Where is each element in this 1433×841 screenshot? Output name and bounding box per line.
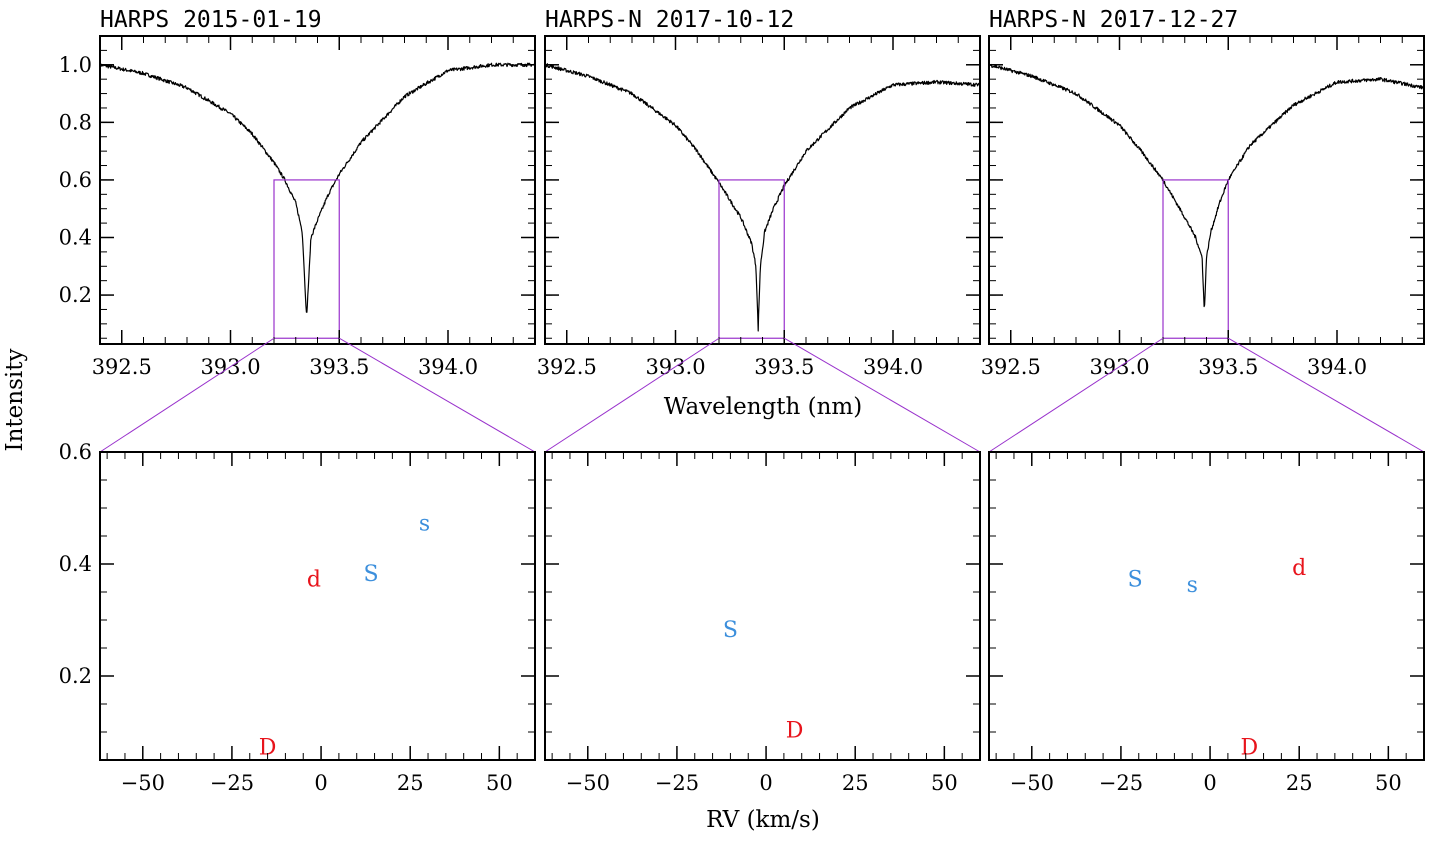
rv-panels: Dd Ss −50 −25 0 25 50 0.6 0.4 0.2 S D −50 −25 0 25 50 S s d… — [59, 440, 1425, 795]
panel-frame — [99, 451, 536, 761]
x-tick-label: 394.0 — [1307, 355, 1367, 379]
zoom-connector-left — [544, 337, 720, 453]
y-tick-label: 0.4 — [59, 225, 92, 249]
y-tick-label: 0.2 — [59, 283, 92, 307]
x-tick-label: −50 — [1010, 771, 1054, 795]
x-tick-label: 0 — [759, 771, 772, 795]
spectrum-line — [100, 62, 535, 313]
panel-frame — [99, 35, 536, 345]
panel-frame — [988, 451, 1425, 761]
x-tick-label: 394.0 — [863, 355, 923, 379]
y-tick-label: 0.6 — [59, 440, 92, 464]
component-label-S: S — [363, 562, 378, 587]
x-tick-label: 393.5 — [1198, 355, 1258, 379]
x-tick-label: 392.5 — [537, 355, 597, 379]
continuum-line — [989, 483, 1424, 521]
x-tick-label: −50 — [121, 771, 165, 795]
x-tick-label: 394.0 — [418, 355, 478, 379]
zoom-box — [273, 179, 340, 339]
component-D-line — [100, 458, 535, 676]
x-tick-label: 392.5 — [981, 355, 1041, 379]
x-tick-label: 393.5 — [754, 355, 814, 379]
y-tick-label: 0.6 — [59, 168, 92, 192]
plot-area — [545, 63, 980, 332]
component-label-S: S — [1128, 567, 1143, 592]
y-tick-label: 0.8 — [59, 110, 92, 134]
continuum-line — [100, 458, 535, 518]
component-label-S: S — [723, 618, 738, 643]
zoom-connector-right — [783, 337, 981, 453]
panel-title: HARPS 2015-01-19 — [100, 7, 322, 33]
y-tick-label: 0.4 — [59, 552, 92, 576]
x-tick-label: 392.5 — [92, 355, 152, 379]
zoom-connector-right — [1227, 337, 1425, 453]
x-tick-label: 25 — [1286, 771, 1313, 795]
observed-spectrum-line — [545, 478, 980, 734]
wavelength-panels: 392.5393.0393.5394.01.00.80.60.40.2HARPS… — [59, 7, 1425, 453]
spectrum-line — [545, 63, 980, 332]
panel-title: HARPS-N 2017-10-12 — [545, 7, 794, 33]
component-label-D: D — [1240, 735, 1258, 760]
plot-area — [989, 63, 1424, 308]
panel-1: S D −50 −25 0 25 50 — [544, 451, 981, 795]
x-tick-label: −25 — [655, 771, 699, 795]
y-tick-label: 0.2 — [59, 664, 92, 688]
panel-frame — [544, 451, 981, 761]
x-tick-label: 50 — [931, 771, 958, 795]
observed-spectrum-line — [989, 483, 1424, 707]
zoom-connector-left — [99, 337, 275, 453]
component-S-line — [545, 480, 980, 593]
zoom-connector-left — [988, 337, 1164, 453]
x-tick-label: 25 — [842, 771, 869, 795]
panel-0: Dd Ss −50 −25 0 25 50 0.6 0.4 0.2 — [59, 440, 536, 795]
x-tick-label: −25 — [210, 771, 254, 795]
component-label-d: d — [307, 567, 321, 592]
x-axis-label-wavelength: Wavelength (nm) — [664, 394, 862, 420]
component-label-s: s — [419, 511, 430, 536]
panel-0: 392.5393.0393.5394.01.00.80.60.40.2HARPS… — [59, 7, 536, 379]
plot-area — [545, 478, 980, 737]
component-label-D: D — [259, 735, 277, 760]
plot-area — [100, 62, 535, 313]
zoom-box — [1162, 179, 1229, 339]
component-S-line — [989, 483, 1424, 547]
x-tick-label: −50 — [566, 771, 610, 795]
panel-title: HARPS-N 2017-12-27 — [989, 7, 1238, 33]
zoom-box — [718, 179, 785, 339]
component-label-s: s — [1187, 573, 1198, 598]
y-axis-label: Intensity — [2, 349, 28, 452]
component-label-D: D — [786, 719, 804, 744]
component-D-line — [989, 483, 1424, 686]
zoom-connector-right — [338, 337, 536, 453]
x-tick-label: 50 — [1375, 771, 1402, 795]
x-axis-label-rv: RV (km/s) — [706, 807, 820, 833]
x-tick-label: 0 — [1203, 771, 1216, 795]
plot-area — [989, 483, 1424, 707]
x-tick-label: 0 — [314, 771, 327, 795]
total-fit-line — [989, 483, 1424, 702]
x-tick-label: 50 — [486, 771, 513, 795]
x-tick-label: 393.5 — [309, 355, 369, 379]
continuum-line — [545, 480, 980, 519]
x-tick-label: 25 — [397, 771, 424, 795]
y-tick-label: 1.0 — [59, 53, 92, 77]
x-tick-label: −25 — [1099, 771, 1143, 795]
spectrum-line — [989, 63, 1424, 308]
total-fit-line — [545, 480, 980, 737]
component-label-d: d — [1292, 556, 1306, 581]
component-D-line — [545, 480, 980, 707]
